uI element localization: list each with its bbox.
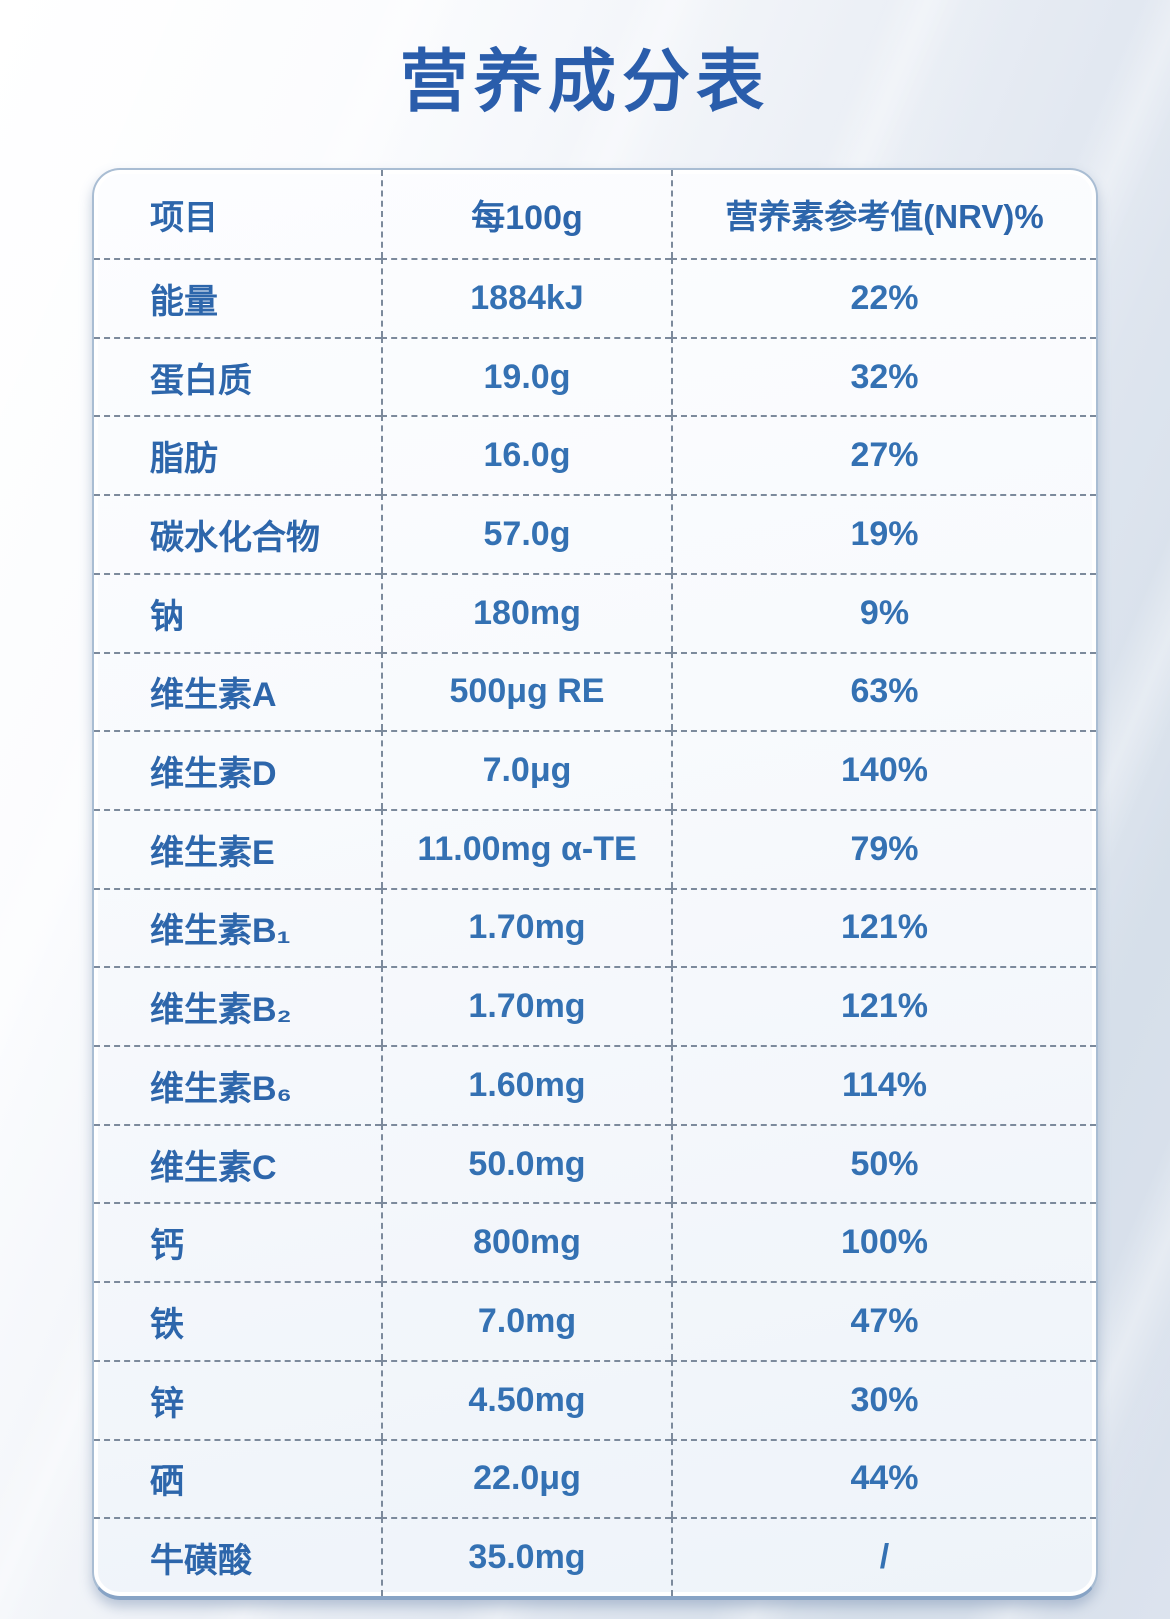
header-item: 项目	[150, 198, 218, 237]
table-cell-per100g: 22.0μg	[381, 1438, 671, 1518]
table-cell-item: 维生素D	[94, 730, 381, 809]
table-cell-nrv: 19%	[671, 494, 1096, 573]
table-cell-item: 维生素A	[94, 651, 381, 731]
table-cell-nrv: 9%	[671, 572, 1096, 652]
table-cell-per100g: 1.70mg	[381, 887, 671, 967]
table-cell-nrv: 47%	[671, 1281, 1096, 1360]
table-cell-item: 维生素E	[94, 808, 381, 888]
table-cell-nrv: 121%	[671, 887, 1096, 967]
table-cell-nrv: 50%	[671, 1123, 1096, 1203]
table-cell-nrv: 121%	[671, 966, 1096, 1046]
table-cell-item: 钙	[94, 1202, 381, 1281]
page-title: 营养成分表	[399, 44, 770, 120]
table-cell-nrv: 114%	[671, 1045, 1096, 1124]
table-cell-item: 能量	[94, 258, 381, 337]
table-cell-per100g: 180mg	[381, 572, 671, 652]
table-cell-item: 维生素B₁	[94, 887, 381, 967]
table-cell-nrv: 140%	[671, 730, 1096, 809]
table-cell-item: 维生素B₆	[94, 1045, 381, 1124]
table-cell-nrv: 22%	[671, 258, 1096, 337]
table-cell-nrv: 30%	[671, 1359, 1096, 1439]
table-cell-item: 硒	[94, 1438, 381, 1518]
table-cell-nrv: 44%	[671, 1438, 1096, 1518]
table-cell-per100g: 1884kJ	[381, 258, 671, 337]
table-cell-per100g: 500μg RE	[381, 651, 671, 731]
table-cell-item: 铁	[94, 1281, 381, 1360]
table-cell-per100g: 1.70mg	[381, 966, 671, 1046]
table-cell-per100g: 4.50mg	[381, 1359, 671, 1439]
header-nrv: 营养素参考值(NRV)%	[671, 170, 1096, 258]
table-cell-nrv: 27%	[671, 415, 1096, 495]
table-cell-item: 维生素C	[94, 1123, 381, 1203]
table-cell-per100g: 7.0μg	[381, 730, 671, 809]
table-cell-per100g: 1.60mg	[381, 1045, 671, 1124]
table-cell-per100g: 16.0g	[381, 415, 671, 495]
table-cell-per100g: 19.0g	[381, 336, 671, 416]
nutrition-table: 项目 每100g 营养素参考值(NRV)% 能量 1884kJ 22% 蛋白质 …	[92, 168, 1098, 1600]
table-cell-nrv: 63%	[671, 651, 1096, 731]
table-cell-nrv: 32%	[671, 336, 1096, 416]
table-cell-item: 牛磺酸	[94, 1517, 381, 1596]
table-cell-per100g: 57.0g	[381, 494, 671, 573]
table-cell-nrv: 100%	[671, 1202, 1096, 1282]
table-cell-item: 脂肪	[94, 415, 381, 494]
header-per100g: 每100g	[381, 170, 671, 258]
table-cell-item: 维生素B₂	[94, 966, 381, 1045]
table-cell-per100g: 35.0mg	[381, 1517, 671, 1596]
table-cell-item: 锌	[94, 1359, 381, 1439]
table-cell-nrv: 79%	[671, 808, 1096, 888]
table-cell-per100g: 50.0mg	[381, 1123, 671, 1203]
table-cell-item: 碳水化合物	[94, 494, 381, 573]
table-cell-item: 蛋白质	[94, 336, 381, 416]
table-cell-nrv: /	[671, 1517, 1096, 1596]
table-cell-per100g: 800mg	[381, 1202, 671, 1282]
table-cell-per100g: 7.0mg	[381, 1281, 671, 1360]
table-cell-per100g: 11.00mg α-TE	[381, 808, 671, 888]
table-cell-item: 钠	[94, 572, 381, 652]
